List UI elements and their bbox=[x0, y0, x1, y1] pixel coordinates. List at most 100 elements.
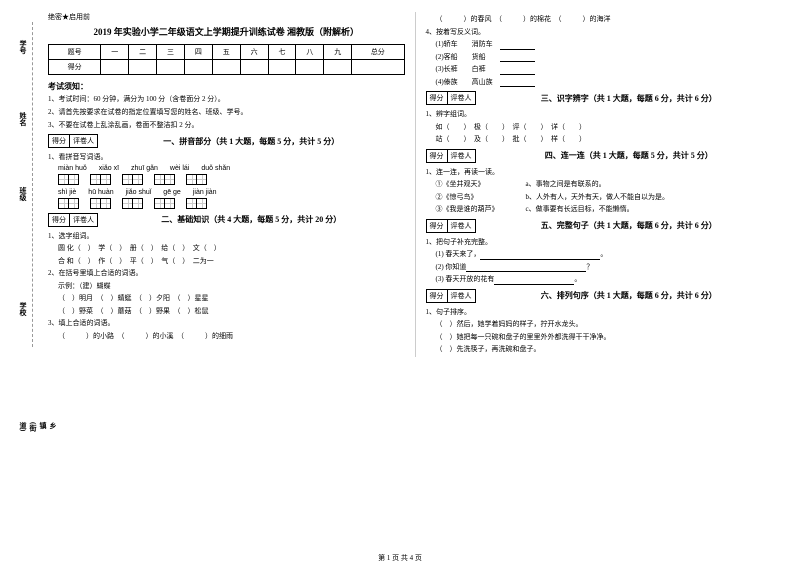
item-text: (2) 你知道 bbox=[436, 263, 467, 271]
cell[interactable] bbox=[296, 60, 324, 75]
score-label: 得分 bbox=[49, 135, 70, 147]
list-item: (1)轿车 消防车 bbox=[426, 39, 783, 50]
pinyin-row: shì jiè hū huàn jiǎo shuǐ gē ge jiàn jià… bbox=[58, 189, 405, 196]
cell[interactable] bbox=[184, 60, 212, 75]
margin-label-class: 班级 bbox=[18, 187, 28, 201]
list-item: (1) 春天来了，。 bbox=[426, 249, 783, 260]
question: 1、句子排序。 bbox=[426, 307, 783, 318]
right-column: （ ）的春风 （ ）的棉花 （ ）的海洋 4、按着写反义词。 (1)轿车 消防车… bbox=[416, 12, 793, 357]
char-cell[interactable] bbox=[196, 174, 207, 185]
fill-blank[interactable] bbox=[500, 54, 535, 62]
question-line: 如（ ） 极（ ） 评（ ） 详（ ） bbox=[426, 122, 783, 133]
binding-margin: 学号 姓名 班级 学校 乡镇(街道) bbox=[8, 12, 38, 357]
cell[interactable] bbox=[157, 60, 185, 75]
list-item: (3) 春天开放的花有。 bbox=[426, 274, 783, 285]
char-cell[interactable] bbox=[68, 198, 79, 209]
item-text: (1) 春天来了， bbox=[436, 250, 481, 258]
rater-box: 得分评卷人 bbox=[48, 134, 98, 148]
section-title: 六、排列句序（共 1 大题，每题 6 分，共计 6 分） bbox=[476, 290, 783, 301]
question-line: 站（ ） 及（ ） 批（ ） 样（ ） bbox=[426, 134, 783, 145]
question-line: 圆 化（ ） 学（ ） 册（ ） 给（ ） 文（ ） bbox=[48, 243, 405, 254]
char-cell[interactable] bbox=[132, 174, 143, 185]
cell[interactable] bbox=[129, 60, 157, 75]
left-column: 绝密★启用前 2019 年实验小学二年级语文上学期提升训练试卷 湘教版（附解析）… bbox=[38, 12, 416, 357]
fill-blank[interactable] bbox=[480, 252, 600, 260]
match-right: b、人外有人，天外有天，做人不能自以为是。 bbox=[526, 193, 670, 201]
notice-item: 3、不要在试卷上乱涂乱画，卷面不整洁扣 2 分。 bbox=[48, 121, 405, 131]
char-cell[interactable] bbox=[164, 174, 175, 185]
margin-label-name: 姓名 bbox=[18, 112, 28, 126]
notice-item: 1、考试时间：60 分钟，满分为 100 分（含卷面分 2 分）。 bbox=[48, 95, 405, 105]
match-row: ③《我是谁的葫芦》c、做事要有长远目标，不能懒惰。 bbox=[426, 204, 783, 215]
match-left: ③《我是谁的葫芦》 bbox=[436, 204, 526, 215]
question: 4、按着写反义词。 bbox=[426, 27, 783, 38]
fill-blank[interactable] bbox=[500, 67, 535, 75]
rater-label: 评卷人 bbox=[448, 220, 475, 232]
cell: 总分 bbox=[352, 45, 404, 60]
rater-box: 得分评卷人 bbox=[426, 149, 476, 163]
char-cell[interactable] bbox=[132, 198, 143, 209]
question-line: （ ）野菜 （ ）蘑菇 （ ）野果 （ ）松鼠 bbox=[48, 306, 405, 317]
cell[interactable] bbox=[268, 60, 296, 75]
cell[interactable] bbox=[352, 60, 404, 75]
rater-label: 评卷人 bbox=[70, 214, 97, 226]
fill-blank[interactable] bbox=[500, 79, 535, 87]
rater-box: 得分评卷人 bbox=[426, 289, 476, 303]
question: 2、在括号里填上合适的词语。 bbox=[48, 268, 405, 279]
cell: 五 bbox=[212, 45, 240, 60]
fill-blank[interactable] bbox=[500, 42, 535, 50]
question: 1、辨字组词。 bbox=[426, 109, 783, 120]
fill-blank[interactable] bbox=[494, 277, 574, 285]
section-title: 一、拼音部分（共 1 大题，每题 5 分，共计 5 分） bbox=[98, 136, 405, 147]
char-cell[interactable] bbox=[68, 174, 79, 185]
section-title: 三、识字辨字（共 1 大题，每题 6 分，共计 6 分） bbox=[476, 93, 783, 104]
pinyin: zhuī gǎn bbox=[131, 165, 158, 172]
score-label: 得分 bbox=[49, 214, 70, 226]
section-title: 五、完整句子（共 1 大题，每题 6 分，共计 6 分） bbox=[476, 220, 783, 231]
rater-label: 评卷人 bbox=[448, 150, 475, 162]
cell[interactable] bbox=[240, 60, 268, 75]
match-right: c、做事要有长远目标，不能懒惰。 bbox=[526, 205, 634, 213]
pinyin: jiàn jiàn bbox=[193, 189, 217, 196]
question: 1、把句子补充完整。 bbox=[426, 237, 783, 248]
section-title: 二、基础知识（共 4 大题，每题 5 分，共计 20 分） bbox=[98, 214, 405, 225]
pinyin: jiǎo shuǐ bbox=[126, 189, 152, 196]
rater-label: 评卷人 bbox=[448, 92, 475, 104]
exam-title: 2019 年实验小学二年级语文上学期提升训练试卷 湘教版（附解析） bbox=[48, 25, 405, 38]
table-row: 得分 bbox=[49, 60, 405, 75]
item-text: (1)轿车 消防车 bbox=[436, 40, 493, 48]
char-cell[interactable] bbox=[100, 174, 111, 185]
question: 1、选字组词。 bbox=[48, 231, 405, 242]
score-table: 题号 一 二 三 四 五 六 七 八 九 总分 得分 bbox=[48, 44, 405, 75]
question-line: （ ）明月 （ ）蜻蜓 （ ）夕阳 （ ）星星 bbox=[48, 293, 405, 304]
table-row: 题号 一 二 三 四 五 六 七 八 九 总分 bbox=[49, 45, 405, 60]
list-item: (2)客船 货船 bbox=[426, 52, 783, 63]
margin-label-id: 学号 bbox=[18, 40, 28, 54]
rater-box: 得分评卷人 bbox=[426, 91, 476, 105]
char-cell[interactable] bbox=[164, 198, 175, 209]
pinyin: duǒ shǎn bbox=[201, 165, 230, 172]
margin-label-town: 乡镇(街道) bbox=[18, 422, 58, 431]
cell[interactable] bbox=[212, 60, 240, 75]
match-left: ②《惊弓鸟》 bbox=[436, 192, 526, 203]
cell[interactable] bbox=[324, 60, 352, 75]
page-footer: 第 1 页 共 4 页 bbox=[0, 553, 800, 563]
question: 1、看拼音写词语。 bbox=[48, 152, 405, 163]
item-text: (3)长裤 白裤 bbox=[436, 65, 486, 73]
fill-blank[interactable] bbox=[466, 264, 586, 272]
cell: 九 bbox=[324, 45, 352, 60]
cell[interactable] bbox=[101, 60, 129, 75]
order-item: （ ）她把每一只碗和盘子的里里外外都洗得干干净净。 bbox=[426, 332, 783, 343]
cell: 题号 bbox=[49, 45, 101, 60]
cell: 得分 bbox=[49, 60, 101, 75]
notice-item: 2、请首先按要求在试卷的指定位置填写您的姓名、班级、学号。 bbox=[48, 108, 405, 118]
question-line: （ ）的春风 （ ）的棉花 （ ）的海洋 bbox=[426, 14, 783, 25]
char-cell[interactable] bbox=[100, 198, 111, 209]
char-cell[interactable] bbox=[196, 198, 207, 209]
order-item: （ ）然后，她学着妈妈的样子，拧开水龙头。 bbox=[426, 319, 783, 330]
score-label: 得分 bbox=[427, 92, 448, 104]
item-text: (2)客船 货船 bbox=[436, 53, 486, 61]
score-label: 得分 bbox=[427, 290, 448, 302]
cell: 八 bbox=[296, 45, 324, 60]
char-grid-row bbox=[58, 174, 405, 185]
